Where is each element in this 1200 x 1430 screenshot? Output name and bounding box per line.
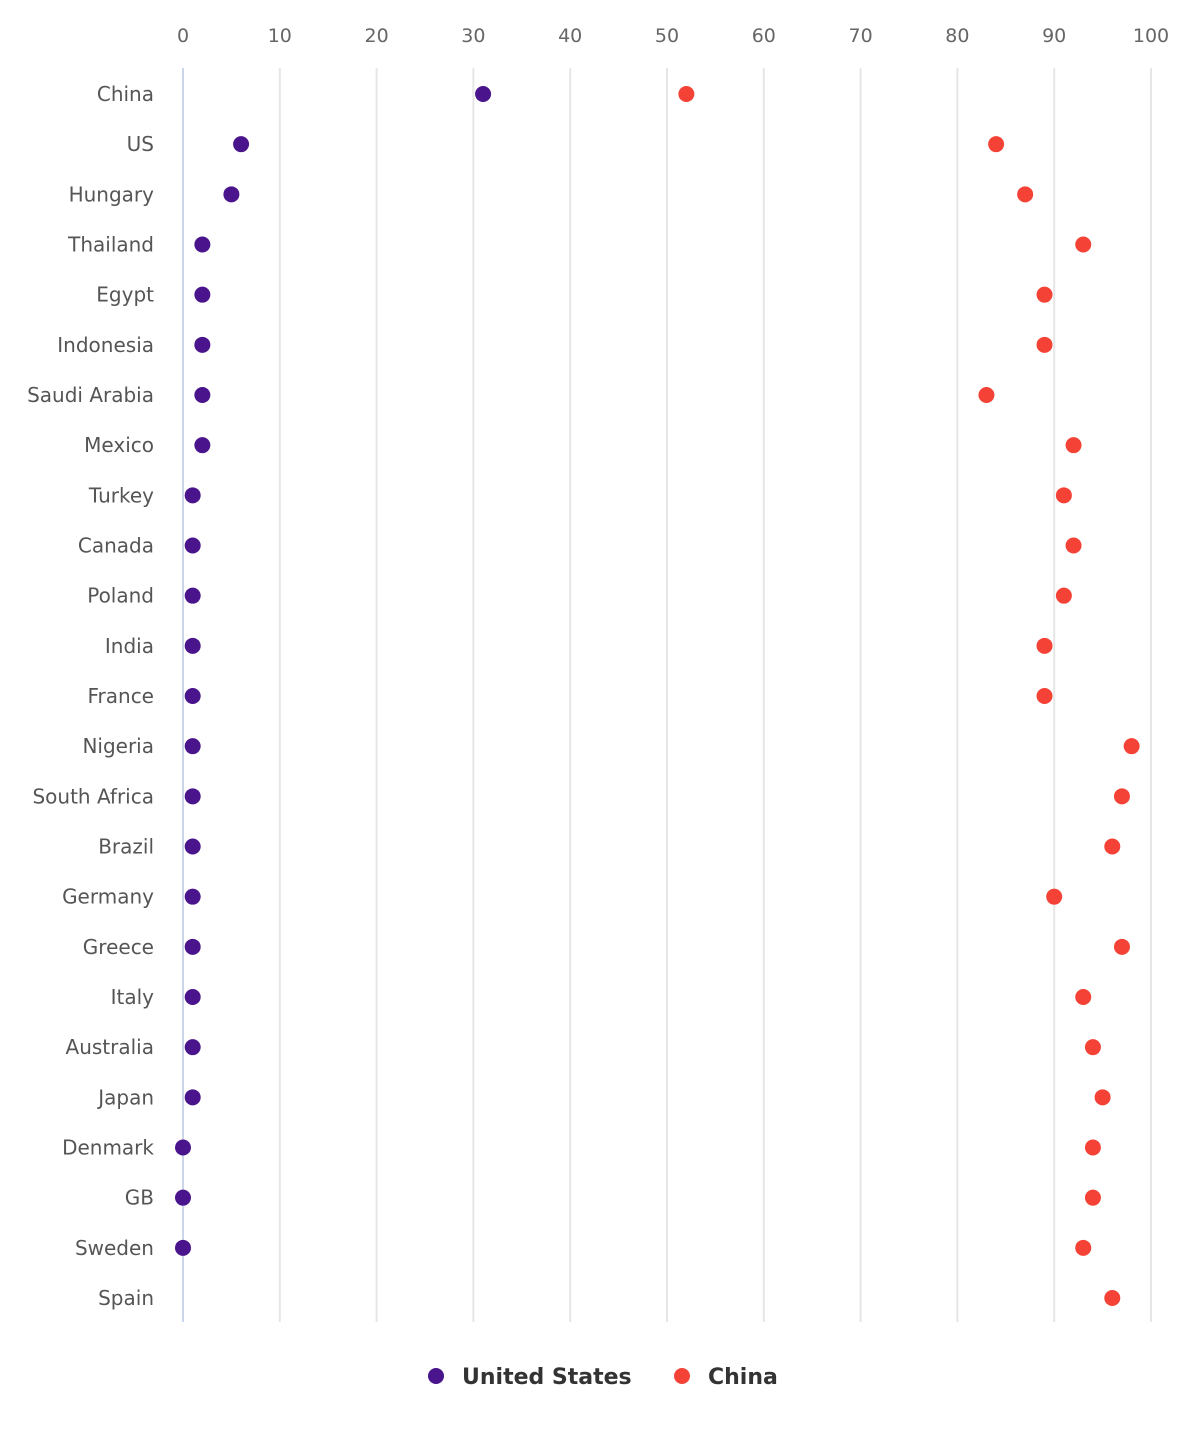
data-point-united-states[interactable] [184,1039,201,1056]
data-point-united-states[interactable] [184,738,201,755]
grid-lines [182,68,1152,1322]
data-point-china[interactable] [988,136,1005,153]
category-label: China [97,82,154,106]
data-point-china[interactable] [1036,286,1053,303]
data-point-united-states[interactable] [184,637,201,654]
data-point-united-states[interactable] [184,537,201,554]
data-point-china[interactable] [1104,1290,1121,1306]
category-label: Spain [98,1286,154,1310]
x-tick-label: 50 [655,25,679,47]
data-point-united-states[interactable] [194,236,211,253]
legend-label: United States [462,1365,632,1390]
data-point-united-states[interactable] [184,888,201,905]
data-point-united-states[interactable] [194,387,211,403]
x-tick-label: 0 [177,25,189,47]
data-point-united-states[interactable] [175,1189,191,1206]
data-point-china[interactable] [1084,1039,1101,1056]
category-label: Canada [78,534,154,558]
data-point-united-states[interactable] [184,989,201,1005]
category-label: US [127,132,154,156]
category-label: Japan [96,1085,154,1109]
category-label: Brazil [98,835,154,859]
category-label: India [105,634,154,658]
category-label: Thailand [67,233,154,257]
data-point-china[interactable] [1123,738,1140,755]
x-tick-label: 80 [945,25,969,47]
data-point-china[interactable] [1055,487,1072,504]
data-point-united-states[interactable] [194,286,211,303]
data-point-united-states[interactable] [475,86,492,102]
data-point-china[interactable] [1036,688,1053,704]
category-label: Egypt [96,283,154,307]
x-tick-label: 100 [1133,25,1169,47]
legend-marker [674,1368,690,1384]
data-point-china[interactable] [1075,989,1092,1005]
category-label: South Africa [32,784,154,808]
category-label: Germany [62,885,154,909]
data-point-united-states[interactable] [184,788,201,805]
data-point-china[interactable] [1055,587,1072,604]
data-point-china[interactable] [1113,788,1130,805]
data-point-china[interactable] [1065,437,1082,454]
category-label: GB [125,1186,154,1210]
category-label: Indonesia [57,333,154,357]
data-point-united-states[interactable] [184,938,201,955]
data-point-united-states[interactable] [175,1139,191,1156]
x-tick-label: 90 [1042,25,1066,47]
data-point-china[interactable] [1075,236,1092,253]
data-point-united-states[interactable] [184,688,201,704]
category-label: Greece [83,935,154,959]
x-tick-label: 20 [365,25,389,47]
data-point-china[interactable] [1084,1139,1101,1156]
x-tick-label: 30 [461,25,485,47]
data-point-china[interactable] [1036,336,1053,353]
category-label: Mexico [84,433,154,457]
category-label: Poland [87,584,154,608]
data-point-united-states[interactable] [223,186,240,203]
legend-item-united-states[interactable]: United States [428,1365,632,1390]
category-label: Saudi Arabia [27,383,154,407]
data-point-china[interactable] [1065,537,1082,554]
data-point-united-states[interactable] [184,587,201,604]
data-point-china[interactable] [678,86,695,102]
data-point-china[interactable] [1084,1189,1101,1206]
data-point-united-states[interactable] [184,487,201,504]
x-tick-label: 60 [752,25,776,47]
x-axis-ticks: 0 10 20 30 40 50 60 70 80 90 100 [177,25,1169,47]
data-point-united-states[interactable] [184,1089,201,1106]
legend-label: China [708,1365,778,1390]
data-point-china[interactable] [1094,1089,1111,1106]
category-label: Hungary [69,182,155,206]
data-point-china[interactable] [1075,1239,1092,1256]
data-point-china[interactable] [1036,637,1053,654]
data-point-united-states[interactable] [184,838,201,855]
legend[interactable]: United States China [428,1365,778,1390]
legend-marker [428,1368,444,1384]
category-label: Italy [111,985,155,1009]
x-tick-label: 70 [849,25,873,47]
data-point-china[interactable] [1046,888,1063,905]
data-points [175,86,1140,1306]
category-label: Australia [66,1035,154,1059]
data-point-china[interactable] [1104,838,1121,855]
x-tick-label: 10 [268,25,292,47]
y-axis-categories: China US Hungary Thailand Egypt Indonesia Saud… [27,82,154,1310]
data-point-china[interactable] [1017,186,1034,203]
x-tick-label: 40 [558,25,582,47]
legend-item-china[interactable]: China [674,1365,778,1390]
category-label: Turkey [88,483,154,507]
data-point-united-states[interactable] [194,437,211,454]
data-point-united-states[interactable] [194,336,211,353]
category-label: Denmark [62,1136,154,1160]
category-label: Sweden [75,1236,154,1260]
data-point-china[interactable] [1113,938,1130,955]
category-label: Nigeria [82,734,154,758]
data-point-china[interactable] [978,387,995,403]
data-point-united-states[interactable] [233,136,250,153]
category-label: France [87,684,154,708]
data-point-united-states[interactable] [175,1239,191,1256]
